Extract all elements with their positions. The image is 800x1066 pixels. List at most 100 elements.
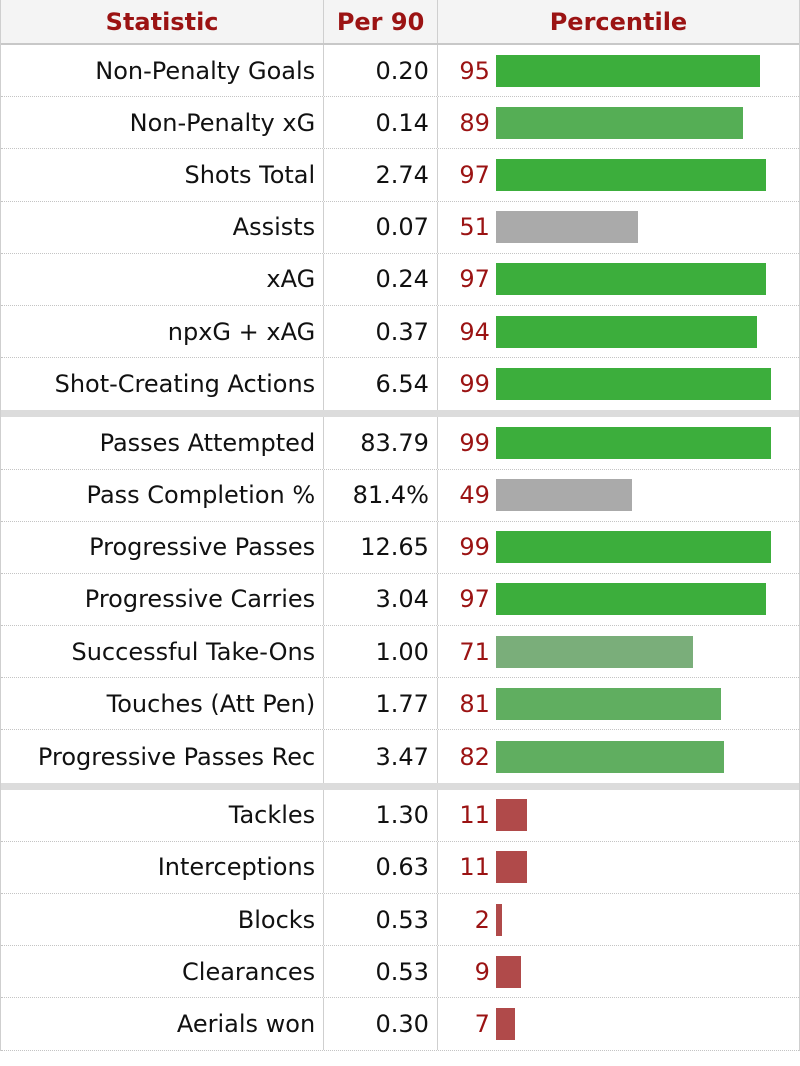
percentile-value: 11 xyxy=(459,801,490,830)
percentile-cell: 9 xyxy=(438,946,799,997)
percentile-bar-track xyxy=(495,583,774,616)
stat-name: Pass Completion % xyxy=(1,469,325,521)
per90-value: 0.53 xyxy=(324,946,438,998)
percentile-bar xyxy=(495,426,771,459)
percentile-value: 94 xyxy=(459,317,490,346)
percentile-value: 97 xyxy=(459,265,490,294)
percentile-bar-track xyxy=(495,211,774,244)
per90-value: 83.79 xyxy=(324,417,438,469)
table-row: Interceptions 0.63 11 xyxy=(1,841,799,894)
percentile-cell: 82 xyxy=(438,730,799,782)
percentile-bar-track xyxy=(495,903,774,936)
percentile-bar-track xyxy=(495,635,774,668)
per90-value: 1.30 xyxy=(324,789,438,841)
stat-name: Successful Take-Ons xyxy=(1,626,325,678)
stat-name: Interceptions xyxy=(1,841,325,893)
stat-name: Blocks xyxy=(1,894,325,946)
percentile-cell: 49 xyxy=(438,470,799,521)
table-row: xAG 0.24 97 xyxy=(1,253,799,306)
percentile-bar xyxy=(495,635,693,668)
percentile-value: 2 xyxy=(474,905,490,934)
percentile-value: 99 xyxy=(459,533,490,562)
stat-name: Progressive Carries xyxy=(1,573,325,626)
percentile-cell: 89 xyxy=(438,97,799,148)
per90-value: 1.00 xyxy=(324,626,438,678)
table-row: Clearances 0.53 9 xyxy=(1,946,799,999)
table-row: Passes Attempted 83.79 99 xyxy=(1,417,799,470)
percentile-value: 89 xyxy=(459,108,490,137)
table-row: Progressive Passes 12.65 99 xyxy=(1,521,799,574)
table-body: Non-Penalty Goals 0.20 95 Non-Penalty xG 0.1… xyxy=(1,45,799,1051)
per90-value: 0.14 xyxy=(324,97,438,149)
percentile-cell: 94 xyxy=(438,306,799,357)
percentile-bar-track xyxy=(495,740,774,773)
table-row: Assists 0.07 51 xyxy=(1,201,799,254)
percentile-bar-track xyxy=(495,54,774,87)
percentile-bar xyxy=(495,263,766,296)
percentile-cell: 99 xyxy=(438,417,799,468)
stat-name: Touches (Att Pen) xyxy=(1,678,325,730)
percentile-value: 97 xyxy=(459,585,490,614)
stat-name: Aerials won xyxy=(1,998,325,1050)
table-row: Progressive Passes Rec 3.47 82 xyxy=(1,730,799,783)
per90-value: 81.4% xyxy=(324,469,438,521)
stat-name: Clearances xyxy=(1,946,325,998)
percentile-bar-track xyxy=(495,426,774,459)
percentile-cell: 97 xyxy=(438,254,799,305)
percentile-bar xyxy=(495,54,760,87)
table-row: Shots Total 2.74 97 xyxy=(1,149,799,202)
percentile-bar-track xyxy=(495,479,774,512)
table-row: Successful Take-Ons 1.00 71 xyxy=(1,626,799,679)
stat-name: xAG xyxy=(1,253,325,305)
percentile-bar-track xyxy=(495,851,774,884)
per90-value: 0.24 xyxy=(324,253,438,305)
per90-value: 1.77 xyxy=(324,678,438,730)
percentile-bar xyxy=(495,479,632,512)
percentile-bar xyxy=(495,1007,515,1040)
percentile-cell: 7 xyxy=(438,998,799,1049)
stat-name: Progressive Passes Rec xyxy=(1,730,325,783)
percentile-value: 51 xyxy=(459,213,490,242)
stat-name: Shots Total xyxy=(1,149,325,201)
percentile-bar-track xyxy=(495,687,774,720)
per90-value: 2.74 xyxy=(324,149,438,201)
stat-name: Non-Penalty xG xyxy=(1,97,325,149)
percentile-value: 7 xyxy=(474,1009,490,1038)
percentile-bar xyxy=(495,583,766,616)
per90-value: 3.04 xyxy=(324,573,438,626)
per90-value: 0.20 xyxy=(324,45,438,97)
percentile-value: 99 xyxy=(459,370,490,399)
percentile-cell: 2 xyxy=(438,894,799,945)
percentile-bar-track xyxy=(495,531,774,564)
percentile-cell: 51 xyxy=(438,202,799,253)
per90-value: 0.63 xyxy=(324,841,438,893)
per90-value: 0.07 xyxy=(324,201,438,253)
percentile-bar xyxy=(495,903,502,936)
header-percentile[interactable]: Percentile xyxy=(549,7,688,36)
stat-name: Shot-Creating Actions xyxy=(1,358,325,411)
table-row: Progressive Carries 3.04 97 xyxy=(1,573,799,627)
table-row: Touches (Att Pen) 1.77 81 xyxy=(1,678,799,731)
table-header: Statistic Per 90 Percentile xyxy=(1,0,799,45)
percentile-bar xyxy=(495,955,521,988)
percentile-value: 99 xyxy=(459,428,490,457)
percentile-cell: 99 xyxy=(438,358,799,410)
group-separator xyxy=(1,782,799,790)
percentile-bar xyxy=(495,158,766,191)
per90-value: 12.65 xyxy=(324,521,438,573)
per90-value: 0.30 xyxy=(324,998,438,1050)
stat-name: Progressive Passes xyxy=(1,521,325,573)
percentile-bar xyxy=(495,531,771,564)
header-statistic[interactable]: Statistic xyxy=(1,0,325,43)
stat-name: Tackles xyxy=(1,789,325,841)
table-row: Non-Penalty xG 0.14 89 xyxy=(1,97,799,150)
stat-name: Assists xyxy=(1,201,325,253)
table-row: Tackles 1.30 11 xyxy=(1,789,799,842)
percentile-bar-track xyxy=(495,1007,774,1040)
percentile-bar-track xyxy=(495,158,774,191)
percentile-cell: 97 xyxy=(438,574,799,625)
percentile-value: 95 xyxy=(459,56,490,85)
header-per90[interactable]: Per 90 xyxy=(324,0,438,43)
percentile-cell: 71 xyxy=(438,626,799,677)
